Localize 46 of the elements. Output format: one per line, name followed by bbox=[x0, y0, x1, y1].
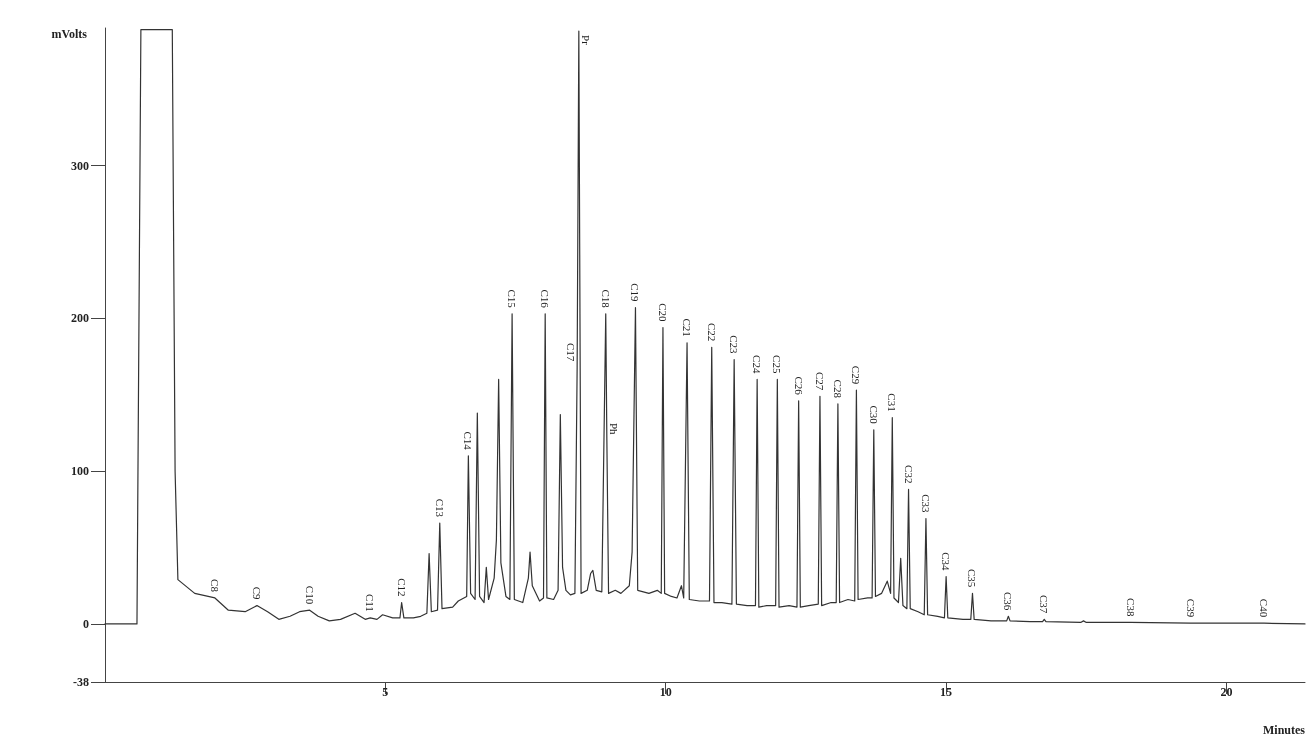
annotation: C13 bbox=[433, 498, 446, 518]
annotation: C37 bbox=[1038, 595, 1051, 614]
y-axis-title: mVolts bbox=[51, 27, 88, 41]
annotation: C20 bbox=[656, 303, 669, 322]
x-tick-label: 20 bbox=[1220, 685, 1233, 699]
annotation: C17 bbox=[565, 342, 578, 362]
annotation: C26 bbox=[792, 376, 805, 396]
annotation: C10 bbox=[303, 585, 316, 605]
annotation: C12 bbox=[395, 578, 408, 597]
annotation: C40 bbox=[1258, 598, 1271, 618]
annotation: C8 bbox=[208, 579, 221, 593]
annotation: C24 bbox=[751, 355, 764, 374]
y-tick-label: 300 bbox=[71, 158, 89, 173]
annotation: C16 bbox=[539, 289, 552, 309]
x-axis-title: Minutes bbox=[1263, 723, 1306, 737]
annotation: C32 bbox=[902, 465, 915, 484]
y-tick-label: 0 bbox=[83, 616, 89, 631]
annotation: C35 bbox=[966, 569, 979, 588]
annotation: C28 bbox=[831, 379, 844, 399]
annotation: C34 bbox=[940, 552, 953, 572]
annotation: C36 bbox=[1002, 591, 1015, 611]
annotation: C31 bbox=[886, 393, 899, 412]
annotation: C30 bbox=[867, 405, 880, 425]
annotation: Pr bbox=[579, 35, 592, 46]
annotation: C29 bbox=[850, 365, 863, 385]
annotation: C14 bbox=[462, 431, 475, 451]
annotation: C21 bbox=[681, 318, 694, 337]
annotation: C11 bbox=[364, 593, 377, 612]
annotation: C15 bbox=[506, 289, 519, 309]
annotation: C38 bbox=[1124, 598, 1137, 617]
annotation: C27 bbox=[813, 371, 826, 391]
y-tick-label: 100 bbox=[71, 464, 89, 479]
annotation: C9 bbox=[250, 586, 263, 601]
annotation: Ph bbox=[607, 422, 620, 436]
x-tick-label: 10 bbox=[659, 685, 672, 699]
annotation: C23 bbox=[728, 335, 741, 355]
annotation: C39 bbox=[1184, 598, 1197, 618]
annotation: C19 bbox=[629, 283, 642, 303]
annotation: C22 bbox=[705, 323, 718, 342]
annotation: C33 bbox=[919, 494, 932, 513]
y-tick-label: 200 bbox=[71, 311, 89, 326]
x-tick-label: 5 bbox=[382, 685, 389, 699]
annotation: C25 bbox=[771, 355, 784, 374]
y-tick-label: -38 bbox=[73, 675, 89, 689]
annotation: C18 bbox=[599, 289, 612, 309]
x-tick-label: 15 bbox=[940, 685, 953, 699]
